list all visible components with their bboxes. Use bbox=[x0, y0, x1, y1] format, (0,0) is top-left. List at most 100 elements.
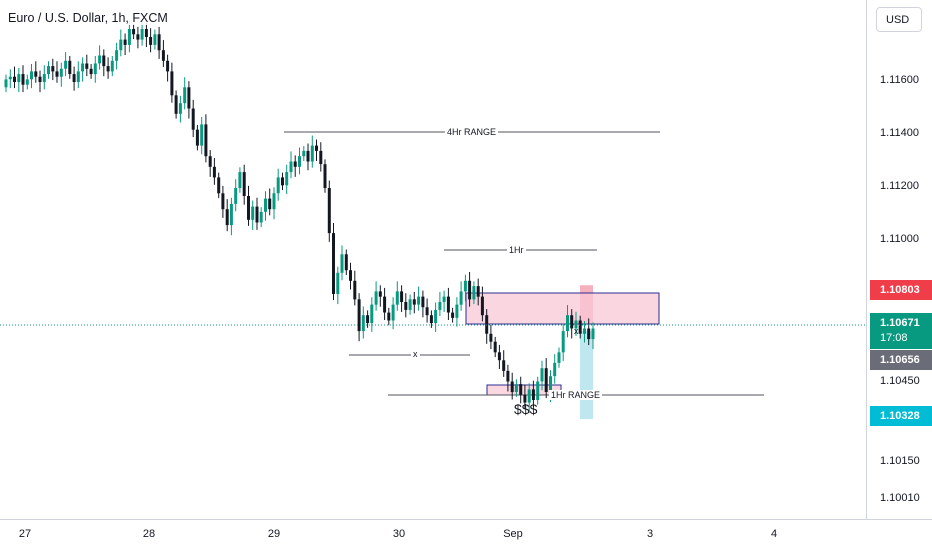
candle-body bbox=[361, 315, 365, 332]
price-tick: 1.10450 bbox=[880, 375, 920, 387]
candle-body bbox=[55, 71, 59, 77]
candle-body bbox=[583, 328, 586, 334]
candle-body bbox=[421, 296, 425, 308]
candle-body bbox=[251, 206, 255, 220]
candle-body bbox=[51, 66, 55, 72]
candle-body bbox=[587, 328, 591, 340]
chart-area[interactable] bbox=[0, 0, 866, 519]
candle-body bbox=[344, 254, 348, 271]
candle-body bbox=[566, 315, 569, 332]
candle-body bbox=[293, 161, 297, 167]
candle-body bbox=[570, 315, 574, 329]
candle-body bbox=[200, 124, 204, 146]
time-label: 27 bbox=[18, 528, 32, 540]
candle-body bbox=[183, 87, 187, 104]
candle-body bbox=[485, 315, 489, 334]
x-mark-left: x bbox=[411, 349, 420, 359]
candle-body bbox=[30, 71, 33, 80]
candle-body bbox=[64, 60, 68, 69]
candle-body bbox=[438, 302, 442, 310]
candle-body bbox=[115, 50, 119, 61]
candle-body bbox=[523, 394, 527, 403]
candle-body bbox=[59, 68, 63, 77]
candle-body bbox=[497, 352, 501, 361]
last-price-tag: 1.10671 17:08 bbox=[870, 313, 932, 349]
candle-body bbox=[553, 362, 557, 377]
candle-body bbox=[127, 29, 131, 45]
candle-body bbox=[336, 272, 340, 294]
candle-body bbox=[468, 280, 472, 300]
time-label: 30 bbox=[392, 528, 406, 540]
candle-body bbox=[451, 312, 455, 318]
candle-body bbox=[578, 320, 582, 334]
candle-body bbox=[110, 60, 114, 72]
candle-body bbox=[76, 71, 80, 82]
candle-body bbox=[47, 66, 50, 74]
candle-body bbox=[81, 63, 85, 72]
candle-body bbox=[289, 161, 293, 173]
candle-body bbox=[247, 196, 250, 220]
range-1h-top-label: 1Hr bbox=[507, 245, 526, 255]
candle-body bbox=[425, 307, 429, 316]
candle-body bbox=[259, 211, 263, 223]
candle-body bbox=[302, 150, 306, 157]
candle-body bbox=[557, 352, 561, 363]
candle-body bbox=[340, 254, 344, 273]
candle-body bbox=[153, 34, 157, 45]
range-1h-bottom-label: 1Hr RANGE bbox=[549, 390, 603, 400]
candle-body bbox=[370, 304, 374, 324]
supply-zone-box bbox=[465, 292, 660, 325]
candle-body bbox=[204, 124, 208, 157]
price-tick: 1.10150 bbox=[880, 455, 920, 467]
range-4h-label: 4Hr RANGE bbox=[445, 127, 499, 137]
candle-body bbox=[17, 74, 21, 82]
candle-body bbox=[357, 299, 361, 332]
candle-body bbox=[72, 74, 76, 82]
candle-body bbox=[506, 370, 510, 382]
candle-body bbox=[455, 304, 459, 318]
candle-body bbox=[102, 55, 106, 67]
candle-body bbox=[21, 74, 25, 85]
candle-body bbox=[225, 209, 229, 226]
candle-body bbox=[136, 34, 140, 40]
time-scale[interactable] bbox=[0, 519, 932, 551]
currency-button[interactable]: USD bbox=[876, 7, 922, 32]
candle-body bbox=[187, 87, 191, 109]
candle-body bbox=[531, 389, 535, 400]
candle-body bbox=[68, 60, 72, 74]
price-chart[interactable] bbox=[0, 0, 866, 519]
candle-body bbox=[38, 76, 42, 82]
candle-body bbox=[221, 193, 225, 210]
candle-body bbox=[93, 63, 97, 75]
low-marker-tag: 1.10328 bbox=[870, 406, 932, 426]
candle-body bbox=[417, 296, 421, 305]
candle-body bbox=[276, 177, 280, 194]
candle-body bbox=[8, 76, 12, 80]
liquidity-label: $$$ bbox=[514, 401, 538, 417]
candle-body bbox=[281, 177, 284, 186]
candle-body bbox=[191, 108, 195, 130]
candle-body bbox=[480, 296, 484, 316]
candle-body bbox=[42, 74, 46, 82]
last-price-value: 1.10671 bbox=[880, 317, 920, 329]
candle-body bbox=[591, 328, 595, 340]
candle-body bbox=[310, 145, 314, 162]
candle-body bbox=[157, 34, 161, 51]
candle-body bbox=[574, 320, 578, 329]
candle-body bbox=[476, 286, 480, 297]
symbol-title[interactable]: Euro / U.S. Dollar, 1h, FXCM bbox=[6, 11, 170, 25]
candle-body bbox=[412, 299, 416, 305]
bar-countdown: 17:08 bbox=[880, 332, 908, 344]
candle-body bbox=[272, 193, 276, 210]
candle-body bbox=[161, 50, 165, 61]
price-tick: 1.11400 bbox=[880, 127, 919, 139]
candle-body bbox=[170, 71, 174, 96]
candle-body bbox=[149, 37, 153, 45]
candle-body bbox=[510, 381, 514, 393]
candle-body bbox=[391, 304, 395, 321]
candle-body bbox=[208, 156, 212, 167]
candle-body bbox=[4, 79, 8, 88]
candle-body bbox=[298, 156, 301, 167]
candle-body bbox=[446, 296, 450, 313]
price-scale[interactable] bbox=[866, 0, 932, 519]
